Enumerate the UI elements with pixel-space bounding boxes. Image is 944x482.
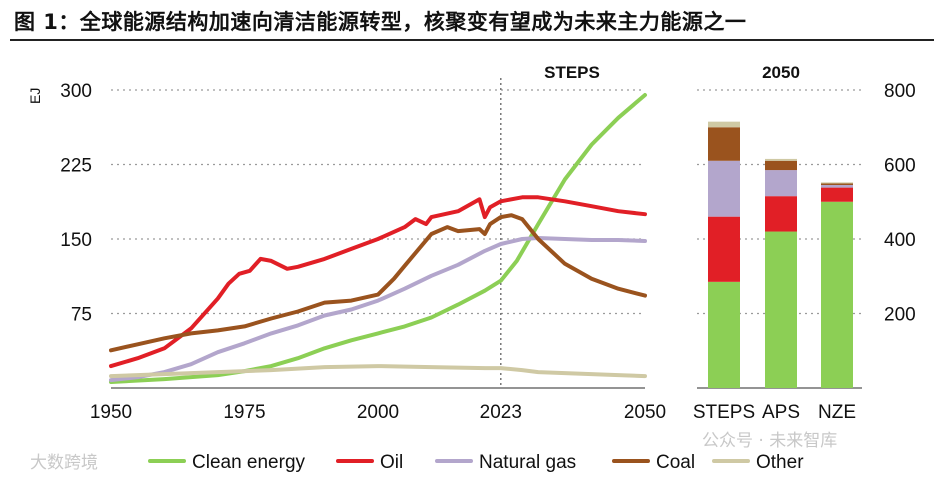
bar-aps-coal: [765, 160, 797, 171]
x-tick-1975: 1975: [223, 402, 265, 423]
x-tick-2000: 2000: [357, 402, 399, 423]
watermark-left: 大数跨境: [30, 453, 98, 473]
bar-nze-clean-energy: [821, 201, 853, 388]
series-line-oil: [109, 195, 647, 369]
legend: Clean energy Oil Natural gas Coal Other: [148, 452, 804, 473]
series-line-natural-gas: [109, 236, 647, 383]
bar-steps-coal: [708, 127, 740, 161]
bar-nze-coal: [821, 183, 853, 185]
bar-y-tick-600: 600: [884, 156, 916, 177]
x-tick-1950: 1950: [90, 402, 132, 423]
y-axis-label: EJ: [27, 88, 43, 104]
axes-labels: 75 150 225 300 1950 1975 2000 2023 2050 EJ STEPS 20…: [27, 63, 916, 423]
y-tick-150: 150: [60, 230, 92, 251]
title-underline: [10, 39, 934, 41]
panel-title-2050: 2050: [762, 63, 800, 82]
title-bar: 图 1：全球能源结构加速向清洁能源转型，核聚变有望成为未来主力能源之一: [10, 4, 934, 41]
legend-label-clean-energy: Clean energy: [192, 452, 306, 473]
bar-steps-clean-energy: [708, 281, 740, 388]
legend-label-natural-gas: Natural gas: [479, 452, 576, 473]
panel-title-steps: STEPS: [544, 63, 600, 82]
bar-label-steps: STEPS: [693, 402, 755, 423]
bar-nze-other: [821, 182, 853, 184]
legend-label-coal: Coal: [656, 452, 695, 473]
bar-aps-other: [765, 158, 797, 161]
x-tick-2023: 2023: [480, 402, 522, 423]
y-tick-300: 300: [60, 81, 92, 102]
y-tick-75: 75: [71, 305, 92, 326]
bar-steps-natural-gas: [708, 160, 740, 217]
line-series-group: [109, 93, 647, 384]
series-line-coal: [109, 213, 647, 353]
bar-aps-natural-gas: [765, 170, 797, 197]
watermark-right: 公众号 · 未来智库: [702, 431, 837, 451]
bar-aps-oil: [765, 196, 797, 232]
bar-steps-oil: [708, 216, 740, 282]
bar-steps-other: [708, 121, 740, 128]
y-tick-225: 225: [60, 156, 92, 177]
bar-aps-clean-energy: [765, 231, 797, 388]
bar-label-aps: APS: [762, 402, 800, 423]
bar-nze-oil: [821, 187, 853, 202]
bar-y-tick-200: 200: [884, 305, 916, 326]
chart-title: 图 1：全球能源结构加速向清洁能源转型，核聚变有望成为未来主力能源之一: [14, 10, 747, 34]
stacked-bars-group: [708, 121, 853, 388]
watermarks: 大数跨境 公众号 · 未来智库: [30, 431, 837, 473]
legend-label-oil: Oil: [380, 452, 403, 473]
series-line-other: [109, 364, 647, 379]
legend-label-other: Other: [756, 452, 804, 473]
bar-nze-natural-gas: [821, 184, 853, 188]
bar-y-tick-400: 400: [884, 230, 916, 251]
x-tick-2050: 2050: [624, 402, 666, 423]
bar-y-tick-800: 800: [884, 81, 916, 102]
bar-label-nze: NZE: [818, 402, 856, 423]
